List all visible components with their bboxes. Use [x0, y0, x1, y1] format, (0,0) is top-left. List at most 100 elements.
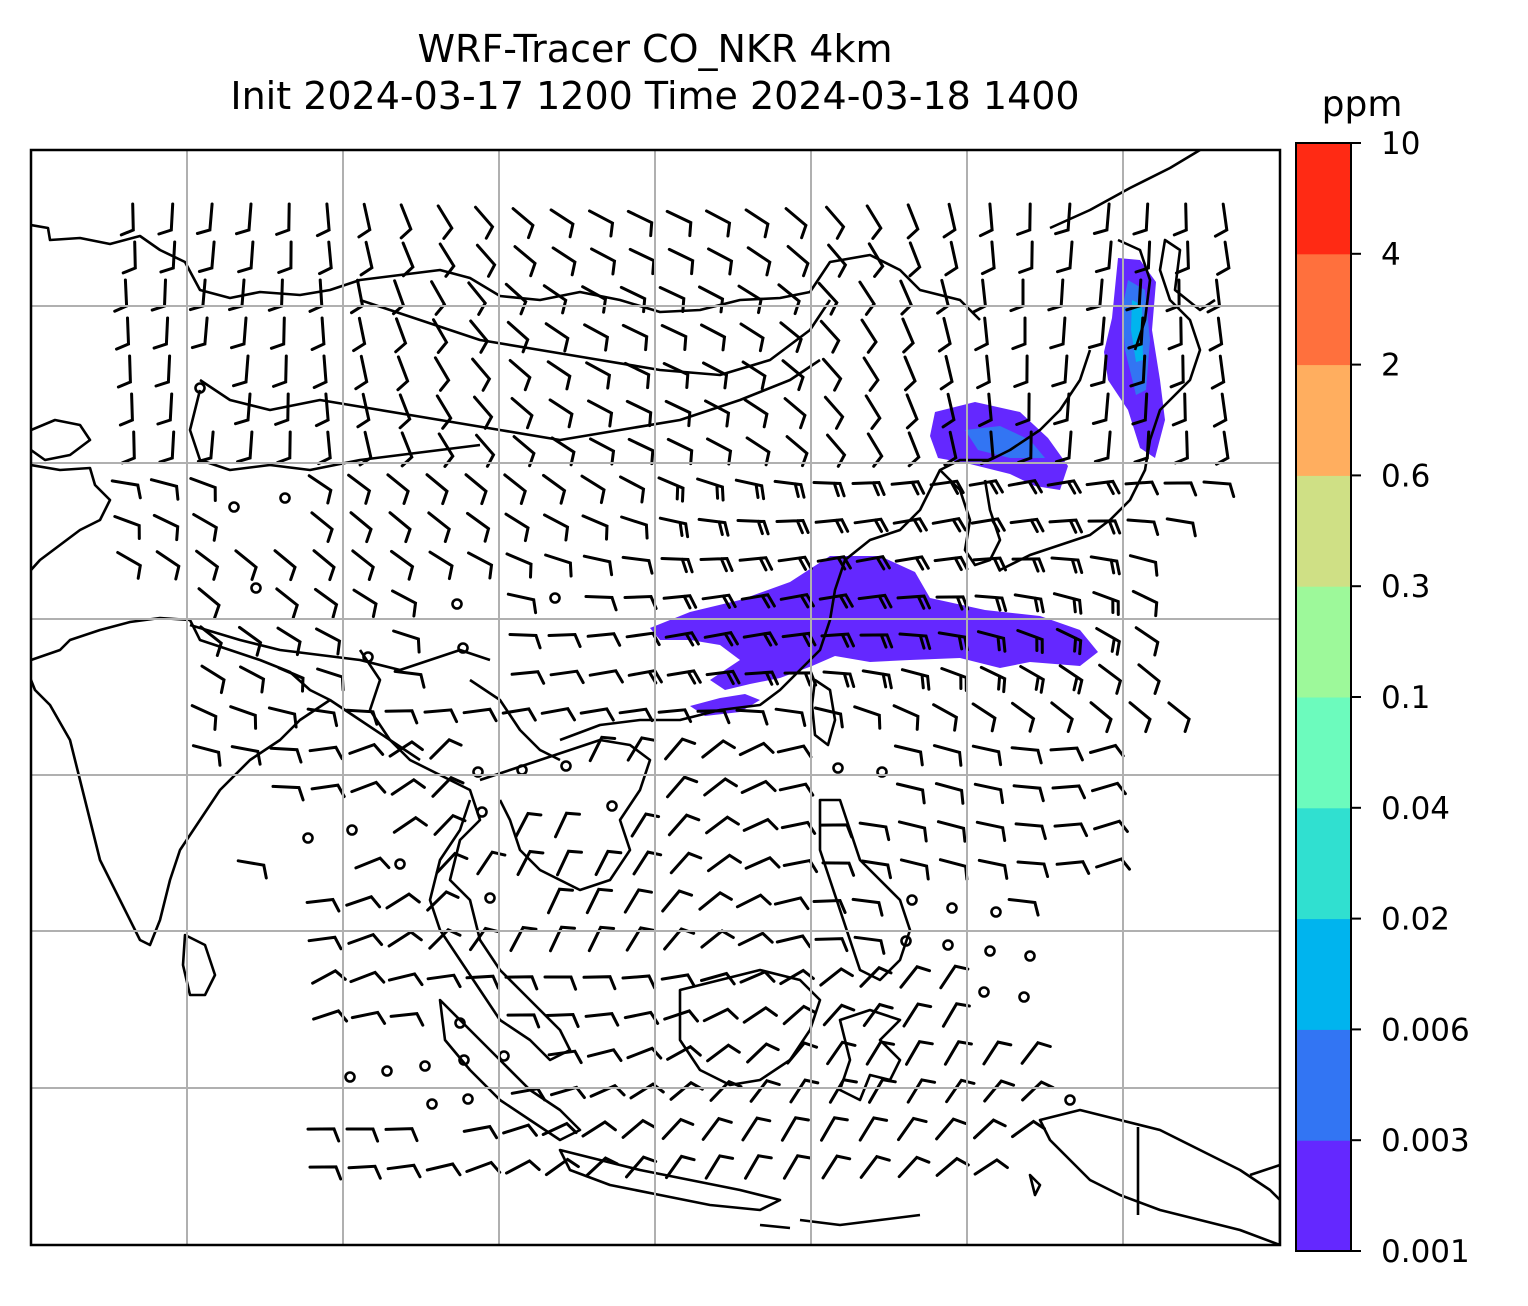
- wind-barb: [427, 511, 451, 543]
- wind-barb: [657, 708, 693, 723]
- wind-barb: [113, 515, 141, 540]
- wind-barb: [945, 1078, 976, 1104]
- wind-barb: [580, 474, 606, 505]
- wind-barb: [475, 243, 497, 278]
- wind-barb: [587, 399, 614, 428]
- colorbar-tick-label: 0.6: [1381, 458, 1430, 494]
- wind-barb: [746, 246, 772, 277]
- wind-barb: [579, 707, 615, 722]
- wind-barb: [657, 476, 685, 503]
- colorbar-tick-label: 0.02: [1381, 902, 1450, 938]
- wind-barb: [1007, 898, 1040, 917]
- wind-barb: [115, 316, 131, 351]
- wind-barb: [737, 931, 774, 947]
- wind-barb: [436, 204, 454, 240]
- wind-barb: [660, 324, 688, 351]
- wind-barb: [819, 967, 854, 987]
- wind-barb: [1085, 479, 1121, 496]
- wind-barb: [589, 1083, 626, 1098]
- calm-marker: [362, 651, 374, 663]
- colorbar-band: [1296, 918, 1351, 1030]
- wind-barb: [696, 709, 731, 725]
- wind-barb: [980, 240, 996, 276]
- wind-barb: [544, 553, 573, 578]
- wind-barb: [1051, 354, 1069, 388]
- wind-barb: [1216, 240, 1231, 276]
- wind-barb: [827, 243, 848, 278]
- gridlines: [31, 150, 1280, 1245]
- wind-barb: [777, 283, 801, 316]
- wind-barb: [1016, 629, 1044, 654]
- wind-barb: [551, 246, 577, 277]
- wind-barb: [853, 705, 882, 730]
- wind-barb: [786, 1041, 819, 1065]
- wind-barb: [1056, 240, 1074, 274]
- wind-barb: [935, 1117, 968, 1141]
- wind-barb: [746, 1042, 780, 1064]
- wind-barb: [851, 480, 886, 497]
- wind-barb: [275, 587, 299, 619]
- wind-barb: [1212, 392, 1228, 428]
- wind-barb: [939, 964, 970, 990]
- wind-barb: [664, 631, 700, 647]
- wind-barb: [438, 242, 456, 278]
- wind-barb: [191, 744, 222, 767]
- wind-barb: [430, 280, 447, 316]
- wind-barb: [705, 209, 732, 238]
- colorbar-tick-label: 0.1: [1381, 680, 1430, 716]
- wind-barb: [269, 316, 286, 350]
- wind-barb: [1171, 392, 1187, 427]
- wind-barb: [1087, 316, 1106, 349]
- calm-marker: [302, 832, 314, 844]
- wind-barb: [979, 430, 995, 466]
- wind-barb: [936, 820, 967, 843]
- wind-barb: [974, 316, 989, 352]
- wind-barb: [544, 1157, 580, 1177]
- wind-barb: [1095, 627, 1121, 656]
- wind-barb: [385, 892, 421, 910]
- wind-barb: [473, 395, 494, 430]
- wind-barb: [621, 1118, 656, 1139]
- wind-barb: [516, 849, 545, 876]
- wind-barb: [812, 481, 846, 498]
- wind-barb: [740, 593, 776, 609]
- border-seasia-1: [469, 678, 561, 762]
- wind-barb: [1050, 701, 1074, 733]
- wind-barb: [152, 513, 180, 542]
- wind-barb: [154, 354, 172, 388]
- wind-barb: [660, 973, 696, 988]
- wind-barb: [230, 316, 248, 350]
- wind-barb: [818, 593, 854, 609]
- wind-barb: [666, 437, 694, 466]
- wind-barb: [662, 362, 690, 389]
- wind-barb: [547, 632, 582, 648]
- wind-barb: [391, 589, 418, 618]
- wind-barb: [623, 361, 651, 390]
- calm-marker: [832, 762, 844, 774]
- wind-barb: [1018, 240, 1034, 274]
- wind-barb: [464, 473, 488, 506]
- wind-barb: [868, 1078, 897, 1104]
- wind-barb: [508, 633, 542, 650]
- wind-barb: [232, 354, 250, 388]
- wind-barb: [1051, 784, 1086, 800]
- wind-barb: [1053, 392, 1071, 426]
- wind-barb: [389, 1011, 425, 1027]
- wind-barb: [550, 436, 576, 467]
- wind-barb: [860, 859, 892, 880]
- calm-marker: [946, 902, 958, 914]
- wind-barb: [665, 209, 693, 238]
- coast-arabia: [31, 463, 112, 571]
- wind-barb: [1092, 591, 1120, 616]
- wind-barb: [821, 357, 843, 392]
- wind-barbs: [110, 202, 1236, 1181]
- wind-barb: [776, 744, 813, 759]
- wind-barb: [119, 202, 135, 237]
- wind-barb: [465, 1160, 502, 1174]
- calm-marker: [990, 906, 1002, 918]
- wind-barb: [702, 1007, 739, 1023]
- wind-barb: [585, 361, 612, 390]
- wind-barb: [514, 811, 543, 838]
- wind-barb: [586, 632, 622, 647]
- wind-barb: [276, 430, 292, 464]
